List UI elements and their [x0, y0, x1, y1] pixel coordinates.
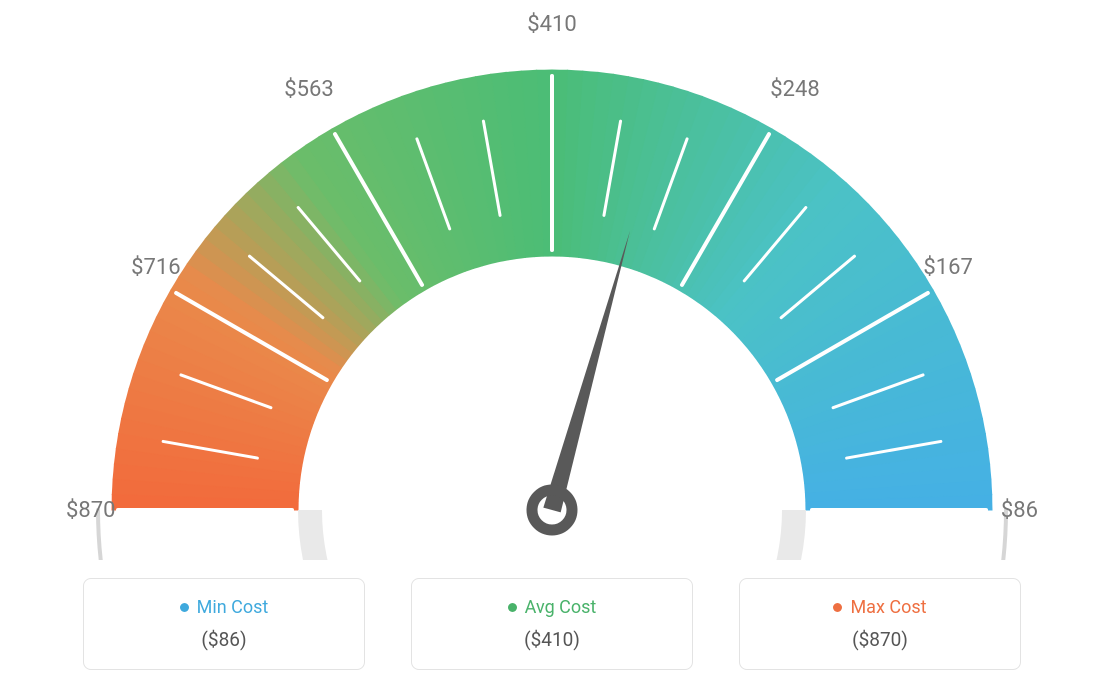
- legend-card-avg: Avg Cost ($410): [411, 578, 693, 670]
- gauge-tick-label: $410: [527, 12, 576, 37]
- gauge-tick-label: $167: [923, 255, 972, 280]
- legend-label-row: Max Cost: [833, 597, 926, 618]
- gauge-dial: $86 $167 $248 $410 $563 $716 $870: [0, 0, 1104, 560]
- legend-label-max: Max Cost: [850, 597, 926, 618]
- legend-label-min: Min Cost: [197, 597, 269, 618]
- gauge-tick-label: $86: [1001, 498, 1038, 523]
- legend-label-avg: Avg Cost: [525, 597, 597, 618]
- gauge-cost-chart: $86 $167 $248 $410 $563 $716 $870 Min Cost ($8…: [0, 0, 1104, 690]
- legend-card-min: Min Cost ($86): [83, 578, 365, 670]
- legend-label-row: Min Cost: [180, 597, 269, 618]
- gauge-tick-label: $716: [131, 255, 180, 280]
- legend-dot-avg: [508, 603, 517, 612]
- legend-value-avg: ($410): [524, 628, 580, 651]
- legend-dot-min: [180, 603, 189, 612]
- legend-row: Min Cost ($86) Avg Cost ($410) Max Cost …: [0, 578, 1104, 670]
- legend-value-min: ($86): [201, 628, 246, 651]
- gauge-tick-label: $563: [284, 77, 333, 102]
- gauge-tick-label: $870: [66, 498, 115, 523]
- legend-dot-max: [833, 603, 842, 612]
- legend-value-max: ($870): [852, 628, 908, 651]
- legend-label-row: Avg Cost: [508, 597, 597, 618]
- gauge-needle: [543, 231, 630, 513]
- legend-card-max: Max Cost ($870): [739, 578, 1021, 670]
- gauge-tick-label: $248: [770, 77, 819, 102]
